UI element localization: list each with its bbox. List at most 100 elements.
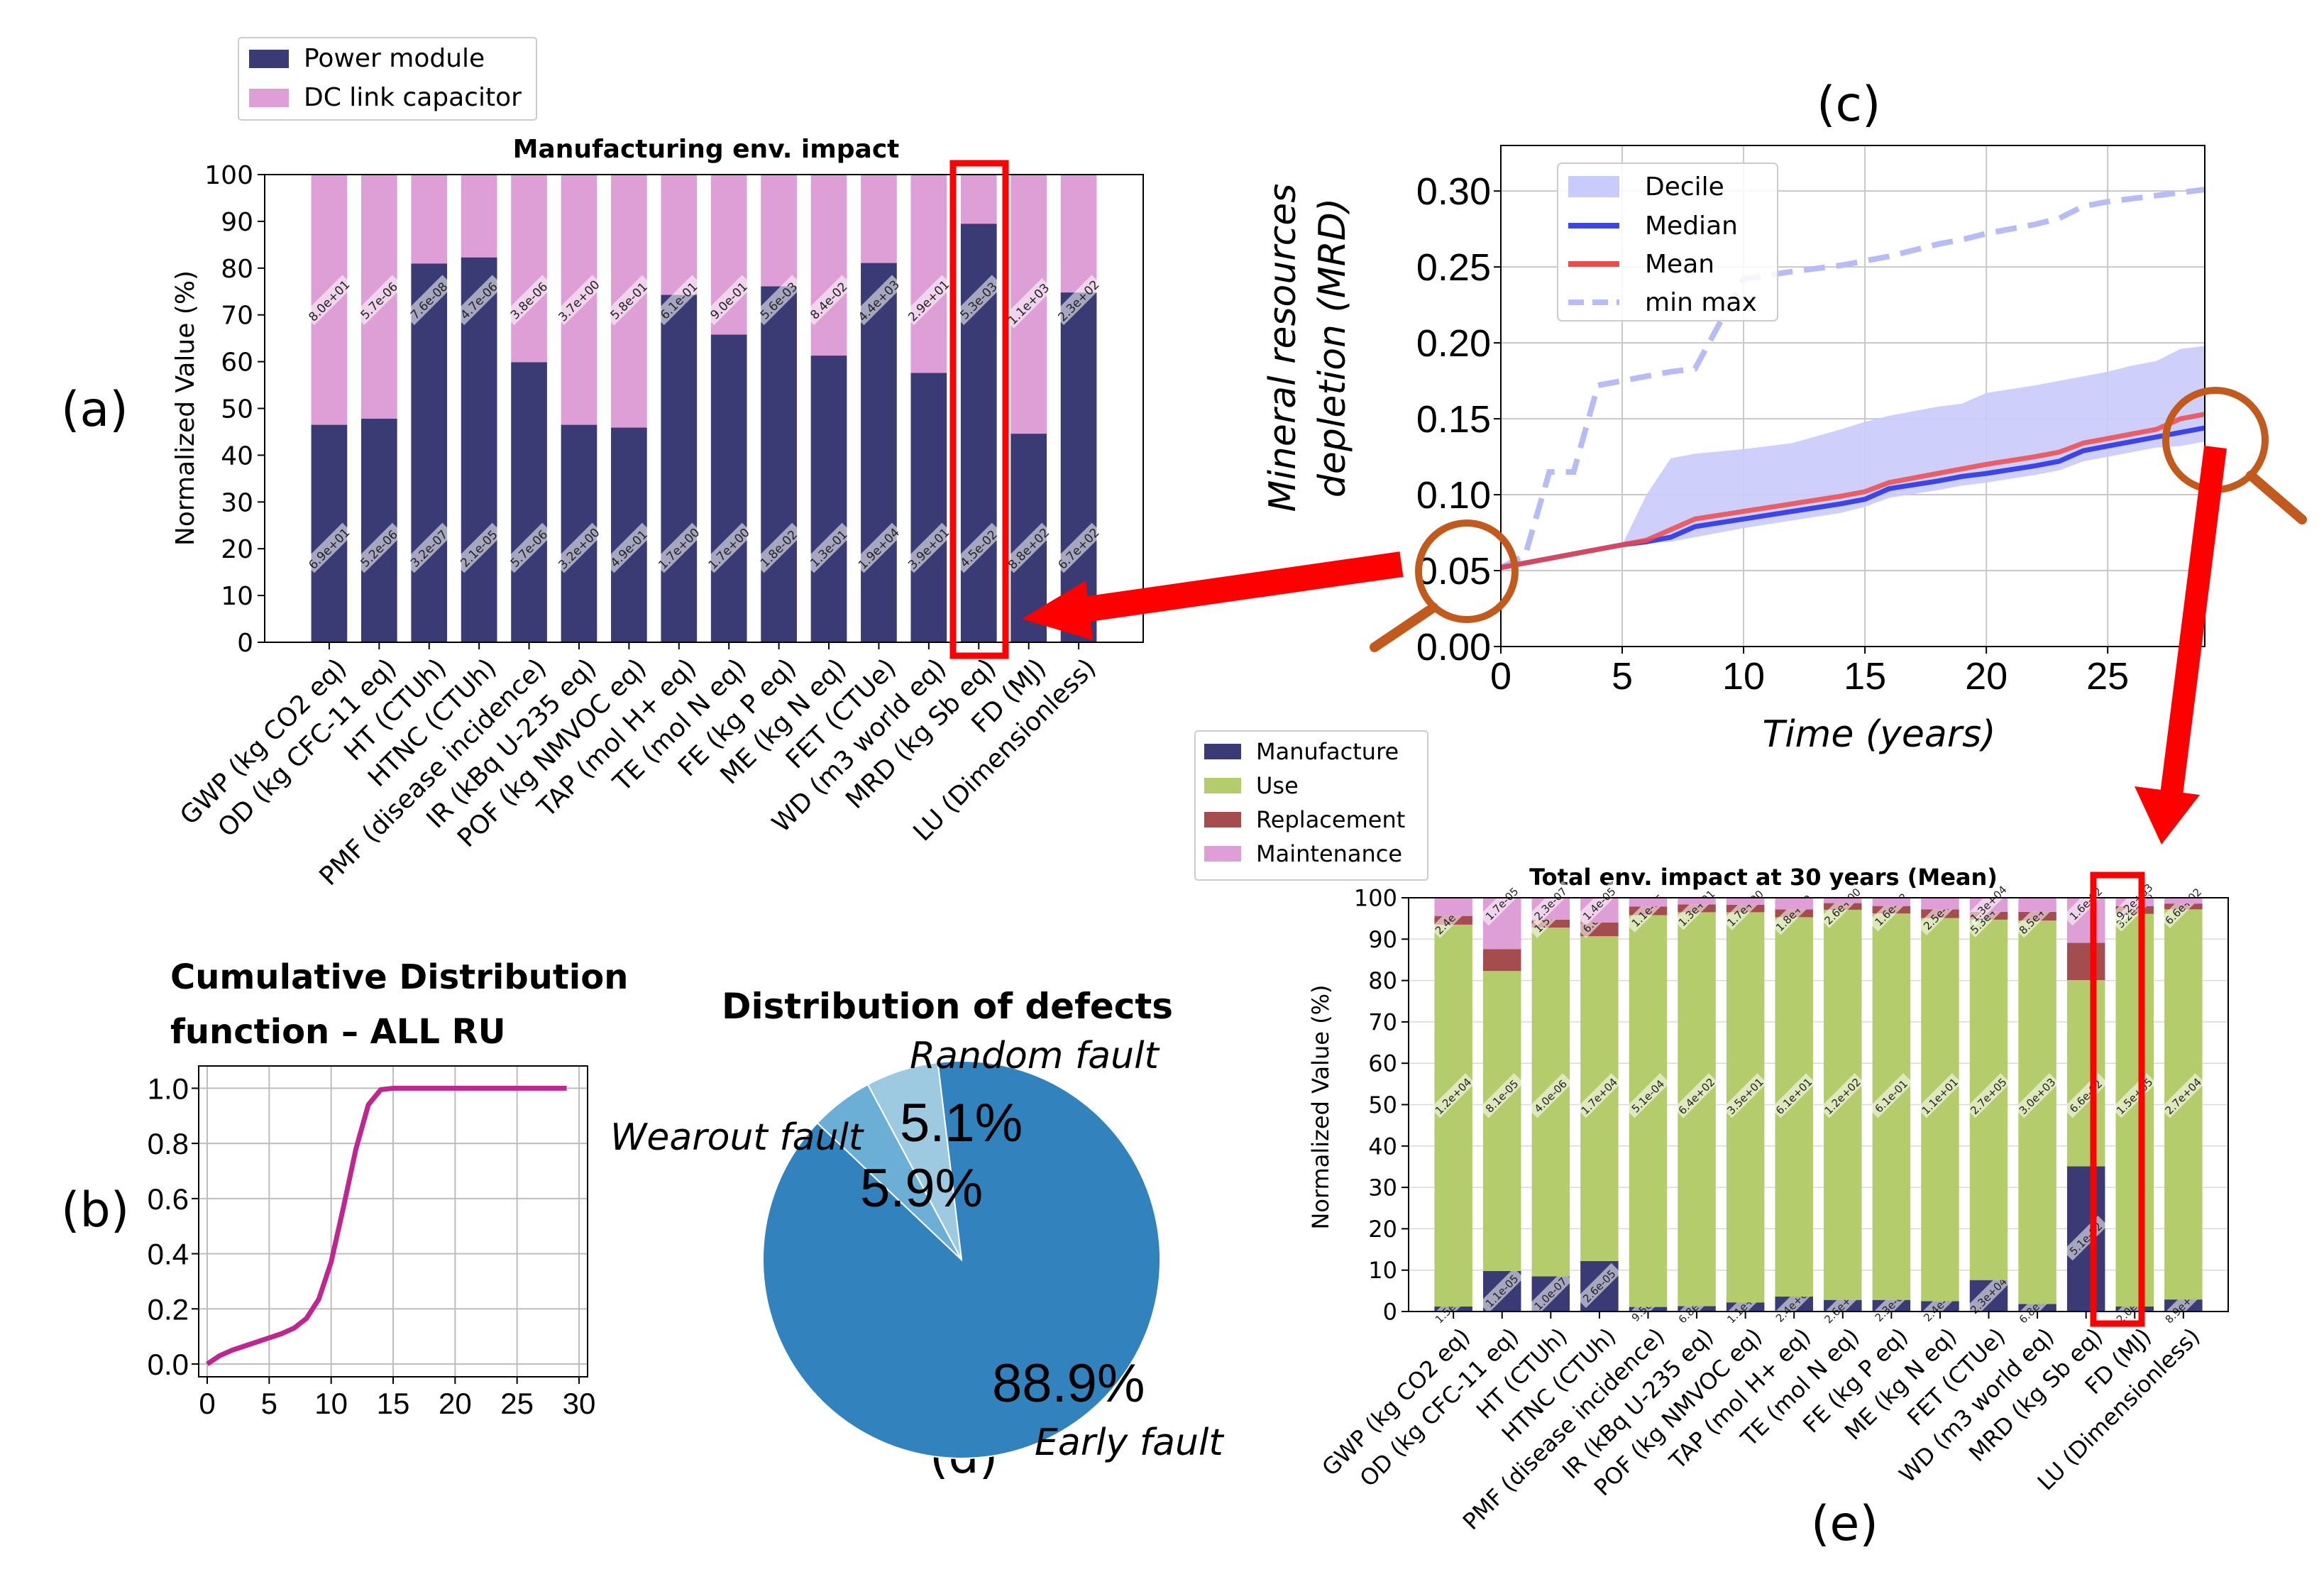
e-ytick-label: 20 (1368, 1216, 1397, 1243)
chart-c-legend: Decile Median Mean min max (1557, 163, 1778, 321)
a-bar-power-module-ht-ctuh (411, 263, 448, 643)
chart-c-ytick-label: 0.20 (1416, 322, 1491, 365)
chart-b-xtick-label: 30 (563, 1387, 596, 1420)
chart-b-cdf: Cumulative Distribution function – ALL R… (148, 957, 629, 1420)
a-bar-dc-link-capacitor-mrd-kg-sb-eq (960, 175, 997, 224)
a-bar-label-bg (553, 275, 604, 326)
e-bar-label-bg (1965, 1073, 2011, 1118)
chart-c-xtick-label: 10 (1722, 655, 1765, 698)
chart-b-xtick-label: 20 (439, 1387, 472, 1420)
pie-value-random-fault: 5.1% (900, 1093, 1023, 1153)
chart-b-xtick-label: 0 (199, 1387, 215, 1420)
e-bar-maintenance-gwp-kg-co2-eq (1434, 898, 1472, 916)
a-bar-label-bg (602, 522, 654, 573)
e-bar-label-bg (1527, 1073, 1573, 1118)
e-bar-label-bg (1673, 1073, 1719, 1118)
pie-label-early-fault: Early fault (1035, 1422, 1224, 1464)
a-bar-label-bg (803, 522, 854, 573)
panel-label-c: (c) (1817, 77, 1880, 133)
e-bar-maintenance-wd-m3-world-eq (2018, 898, 2056, 912)
pie-slice-wearout-fault (866, 1061, 962, 1260)
a-bar-dc-link-capacitor-fe-kg-p-eq (761, 175, 797, 287)
chart-c-xtick-label: 15 (1844, 655, 1886, 698)
e-bar-label-bg (1917, 1073, 1962, 1118)
a-bar-dc-link-capacitor-lu-dimensionless (1060, 175, 1097, 293)
a-bar-label-bg (353, 522, 404, 573)
chart-e-legend-label-replacement: Replacement (1256, 806, 1405, 833)
chart-b-xtick-label: 15 (377, 1387, 410, 1420)
panel-label-b: (b) (61, 1182, 129, 1238)
e-bar-label-bg (1965, 1272, 2011, 1318)
chart-b-ytick-label: 0.0 (148, 1348, 189, 1381)
chart-c-ylabel-line1: Mineral resources (1262, 184, 1304, 512)
a-ytick-label: 20 (221, 535, 253, 564)
e-ytick-label: 0 (1383, 1299, 1397, 1326)
a-ytick-label: 90 (221, 208, 253, 237)
a-bar-label-bg (502, 522, 554, 573)
chart-c-ytick-label: 0.00 (1416, 626, 1491, 669)
a-ytick-label: 50 (221, 395, 253, 424)
chart-d-title: Distribution of defects (722, 986, 1173, 1027)
chart-e-total-impact: Total env. impact at 30 years (Mean) Nor… (1194, 730, 2229, 1535)
chart-e-ylabel: Normalized Value (%) (1307, 984, 1334, 1229)
chart-e-legend-label-manufacture: Manufacture (1256, 738, 1399, 765)
e-bar-maintenance-lu-dimensionless (2164, 898, 2203, 904)
chart-a-manufacturing-impact: Manufacturing env. impact Normalized Val… (171, 37, 1144, 891)
a-bar-power-module-fet-ctue (861, 263, 897, 642)
a-bar-label-bg (1052, 522, 1103, 573)
chart-c-xtick-label: 25 (2086, 655, 2129, 698)
chart-e-title: Total env. impact at 30 years (Mean) (1529, 864, 1998, 891)
e-bar-maintenance-me-kg-n-eq (1921, 898, 1959, 910)
a-bar-label-bg (1003, 522, 1053, 573)
chart-a-highlight-box (949, 160, 1009, 659)
e-bar-label-bg (1770, 1073, 1816, 1118)
a-bar-label-bg (753, 275, 803, 326)
chart-b-ytick-label: 0.8 (148, 1127, 189, 1160)
e-bar-use-od-kg-cfc-11-eq (1482, 971, 1521, 1271)
a-ytick-label: 70 (221, 302, 253, 331)
chart-c-ytick-label: 0.25 (1416, 246, 1491, 289)
e-ytick-label: 80 (1368, 967, 1397, 994)
chart-e-legend-label-use: Use (1256, 772, 1299, 799)
a-bar-dc-link-capacitor-me-kg-n-eq (810, 175, 847, 356)
chart-c-xtick-label: 20 (1965, 655, 2008, 698)
a-bar-dc-link-capacitor-ht-ctuh (411, 175, 448, 264)
e-bar-label-bg (1479, 1268, 1524, 1314)
a-bar-label-bg (703, 522, 754, 573)
e-bar-maintenance-fe-kg-p-eq (1872, 898, 1911, 906)
a-bar-label-bg (1052, 275, 1103, 326)
e-bar-label-bg (1527, 881, 1573, 926)
a-bar-power-module-tap-mol-h-eq (661, 295, 698, 642)
a-bar-label-bg (903, 275, 954, 326)
chart-a-legend-label-dc-link: DC link capacitor (304, 83, 522, 112)
chart-a-legend-box (238, 37, 537, 121)
e-bar-replacement-od-kg-cfc-11-eq (1482, 949, 1521, 972)
e-ytick-label: 70 (1368, 1008, 1397, 1035)
chart-e-legend-swatch-manufacture (1204, 744, 1241, 759)
chart-c-ytick-label: 0.30 (1416, 170, 1491, 213)
e-bar-label-bg (1576, 1263, 1621, 1309)
e-ytick-label: 30 (1368, 1175, 1397, 1202)
chart-e-legend-label-maintenance: Maintenance (1256, 840, 1402, 867)
chart-c-legend-label-mean: Mean (1645, 250, 1714, 279)
e-ytick-label: 50 (1368, 1092, 1397, 1118)
a-ytick-label: 0 (237, 629, 253, 658)
a-ytick-label: 80 (221, 255, 253, 284)
chart-e-legend-swatch-maintenance (1204, 846, 1241, 862)
chart-d-defects-pie: Distribution of defects Early fault Rand… (610, 986, 1224, 1464)
e-bar-label-bg (1576, 881, 1621, 926)
e-bar-label-bg (1479, 1073, 1524, 1118)
a-bar-label-bg (553, 522, 604, 573)
chart-b-ytick-label: 0.4 (148, 1238, 189, 1271)
a-ytick-label: 100 (204, 161, 253, 190)
e-bar-maintenance-pmf-disease-incidence (1629, 898, 1668, 907)
chart-b-title-line1: Cumulative Distribution (170, 957, 628, 997)
e-bar-maintenance-pof-kg-nmvoc-eq (1726, 898, 1765, 905)
chart-e-legend-swatch-use (1204, 778, 1241, 793)
a-bar-label-bg (303, 275, 354, 326)
a-bar-label-bg (602, 275, 654, 326)
e-ytick-label: 40 (1368, 1133, 1397, 1160)
a-bar-label-bg (653, 522, 703, 573)
e-bar-label-bg (2014, 1073, 2059, 1118)
a-bar-label-bg (803, 275, 854, 326)
